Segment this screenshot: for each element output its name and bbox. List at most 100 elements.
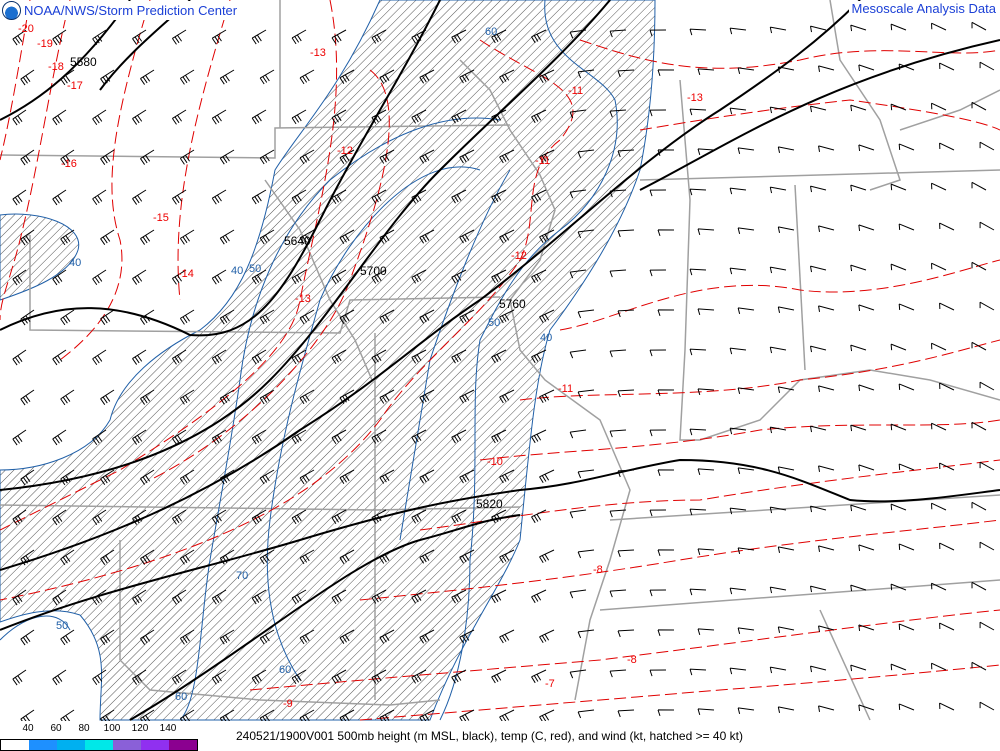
wind-barb xyxy=(60,629,75,646)
wind-barb xyxy=(737,307,755,314)
wind-barb xyxy=(499,389,515,404)
wind-barb xyxy=(331,349,347,364)
wind-barb xyxy=(569,109,587,119)
scale-label: 40 xyxy=(22,723,34,734)
wind-barb xyxy=(737,547,755,554)
wind-barb xyxy=(299,549,315,565)
wind-barb xyxy=(890,183,907,191)
wind-barb xyxy=(697,468,715,476)
wind-barb xyxy=(577,309,595,319)
wind-barb xyxy=(379,149,395,164)
wind-barb xyxy=(419,69,435,84)
map-caption: 240521/1900V001 500mb height (m MSL, bla… xyxy=(236,729,743,743)
wind-barb xyxy=(850,264,867,272)
wind-barb xyxy=(858,464,875,471)
temp-label: -16 xyxy=(61,158,77,170)
wind-barb xyxy=(451,269,467,284)
wind-barb xyxy=(20,149,35,166)
wind-barb xyxy=(219,629,235,645)
height-label: 5580 xyxy=(70,55,97,69)
wind-barb xyxy=(251,269,267,285)
footer: 40 60 80 100 120 140 240521/1900V001 500… xyxy=(0,721,1000,751)
temp-label: -12 xyxy=(337,145,353,157)
wind-barb xyxy=(931,182,947,191)
wind-barb xyxy=(291,269,307,285)
wind-barb xyxy=(697,68,715,76)
wind-barb xyxy=(379,549,395,564)
wind-barb xyxy=(259,149,275,165)
wind-barb xyxy=(898,703,915,711)
wind-barb xyxy=(729,427,747,435)
wind-barb xyxy=(12,509,27,526)
wind-label: 50 xyxy=(488,317,500,329)
wind-label: 40 xyxy=(540,332,552,344)
wind-barb xyxy=(211,509,227,525)
wind-barb xyxy=(577,629,595,639)
wind-barb xyxy=(52,669,67,686)
wind-barb xyxy=(979,701,995,711)
wind-barb xyxy=(818,385,835,392)
wind-barb xyxy=(459,469,475,484)
wind-barb xyxy=(140,149,155,165)
wind-barb xyxy=(171,29,187,45)
wind-barb xyxy=(609,269,627,278)
wind-barb xyxy=(411,189,427,204)
scale-swatch xyxy=(113,740,141,750)
wind-barb xyxy=(339,629,355,644)
wind-barb xyxy=(411,349,427,364)
wind-barb xyxy=(531,349,547,364)
app-title: NOAA/NWS/Storm Prediction Center xyxy=(24,3,238,18)
wind-barb xyxy=(491,349,507,364)
wind-barb xyxy=(617,709,635,718)
wind-barb xyxy=(52,269,67,286)
scale-swatch xyxy=(169,740,197,750)
wind-barb xyxy=(20,389,35,406)
wind-barb xyxy=(459,709,475,724)
wind-barb xyxy=(777,66,795,73)
wind-barb xyxy=(809,505,827,513)
wind-barb xyxy=(979,221,995,231)
wind-barb xyxy=(617,149,635,158)
wind-barb xyxy=(499,149,515,164)
height-labels: 5580 5640 5700 5760 5820 xyxy=(70,55,526,511)
wind-barb xyxy=(291,189,307,205)
wind-barb xyxy=(20,309,35,326)
wind-barb xyxy=(569,269,587,279)
wind-barb xyxy=(60,549,75,566)
wind-barb xyxy=(809,25,827,33)
wind-barb xyxy=(657,709,675,717)
wind-barb xyxy=(291,109,307,125)
wind-barb xyxy=(971,421,987,431)
wind-barb xyxy=(100,629,115,645)
wind-barb xyxy=(931,422,947,431)
wind-barb xyxy=(451,29,467,44)
wind-barb xyxy=(769,266,787,274)
wind-barb xyxy=(818,65,835,72)
wind-barb xyxy=(499,469,515,484)
wind-barb xyxy=(92,189,107,206)
wind-barb xyxy=(890,663,907,671)
wind-barb xyxy=(858,64,875,71)
wind-barb xyxy=(92,429,107,446)
wind-barb xyxy=(92,109,107,126)
wind-barb xyxy=(737,467,755,474)
wind-barb xyxy=(411,29,427,44)
wind-barb xyxy=(729,347,747,355)
wind-barb xyxy=(20,229,35,246)
wind-barb xyxy=(419,549,435,564)
temp-label: -14 xyxy=(178,268,194,280)
noaa-logo-icon xyxy=(2,1,21,20)
wind-barb xyxy=(971,341,987,351)
wind-barb xyxy=(92,29,107,46)
wind-barb xyxy=(850,584,867,592)
wind-barb xyxy=(211,429,227,445)
wind-barb xyxy=(339,309,355,324)
wind-barb xyxy=(171,669,187,685)
wind-barb xyxy=(132,269,147,285)
wind-barb xyxy=(171,589,187,605)
wind-barb xyxy=(729,587,747,595)
wind-barb xyxy=(299,469,315,485)
wind-barb xyxy=(569,509,587,519)
wind-barb xyxy=(858,304,875,311)
